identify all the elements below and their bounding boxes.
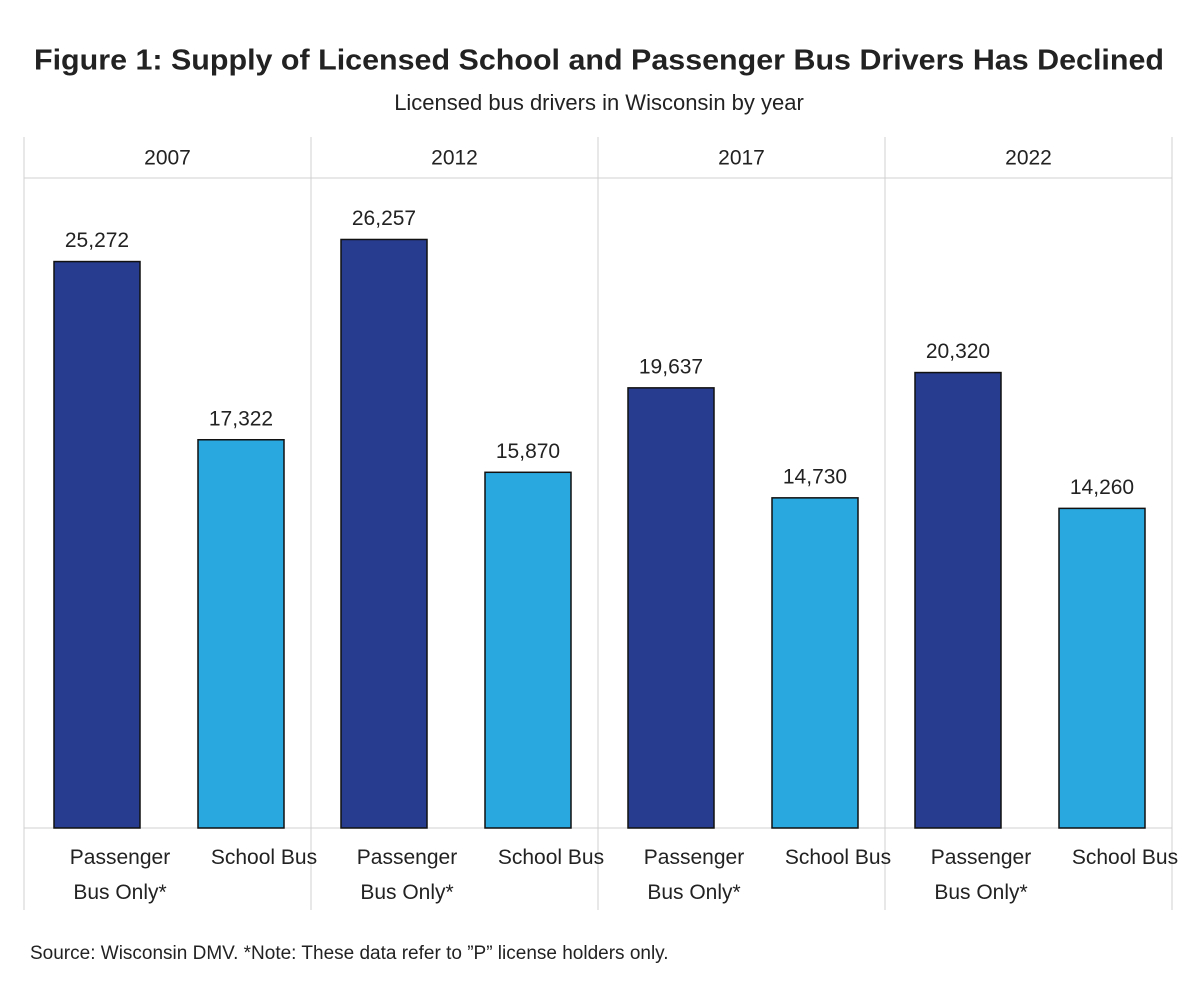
x-tick-label: School Bus xyxy=(210,846,318,869)
source-note: Source: Wisconsin DMV. *Note: These data… xyxy=(30,943,669,964)
bar xyxy=(197,438,285,829)
x-tick-label: School Bus xyxy=(497,846,605,869)
value-label: 17,322 xyxy=(209,407,273,430)
panel-header: 2017 xyxy=(718,147,765,170)
bar xyxy=(627,387,715,829)
bar xyxy=(771,497,859,829)
bar xyxy=(53,260,141,829)
bar xyxy=(1058,507,1146,829)
value-label: 15,870 xyxy=(496,440,560,463)
value-label: 25,272 xyxy=(65,229,129,252)
value-label: 14,260 xyxy=(1070,476,1134,499)
panel-header: 2012 xyxy=(431,147,478,170)
x-tick-label: Passenger Bus Only* xyxy=(356,846,458,904)
x-tick-label: Passenger Bus Only* xyxy=(643,846,745,904)
value-label: 14,730 xyxy=(783,465,847,488)
value-label: 20,320 xyxy=(926,340,990,363)
bar xyxy=(914,371,1002,829)
value-label: 26,257 xyxy=(352,207,416,230)
bar xyxy=(484,471,572,829)
panel-header: 2022 xyxy=(1005,147,1052,170)
panel-header: 2007 xyxy=(144,147,191,170)
bar xyxy=(340,238,428,829)
chart-title: Figure 1: Supply of Licensed School and … xyxy=(34,45,1164,77)
x-tick-label: Passenger Bus Only* xyxy=(930,846,1032,904)
chart-subtitle: Licensed bus drivers in Wisconsin by yea… xyxy=(394,90,804,115)
x-tick-label: Passenger Bus Only* xyxy=(69,846,171,904)
value-label: 19,637 xyxy=(639,355,703,378)
x-tick-label: School Bus xyxy=(1071,846,1179,869)
x-tick-label: School Bus xyxy=(784,846,892,869)
